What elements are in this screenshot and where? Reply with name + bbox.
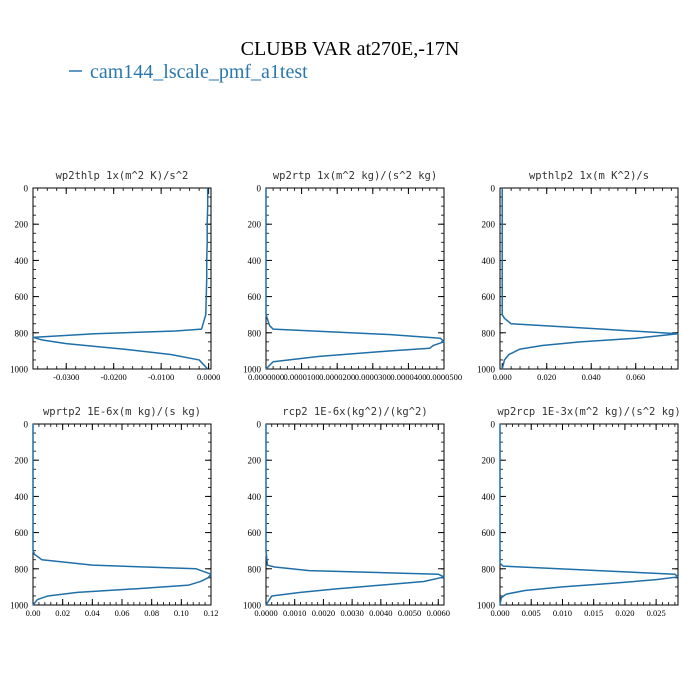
x-tick-label: 0.10 [174,608,189,618]
y-tick-label: 800 [482,564,496,574]
y-tick-label: 200 [248,220,262,230]
x-tick-label: 0.0000200 [319,372,355,382]
x-tick-label: 0.040 [582,372,601,382]
x-tick-label: 0.0050 [398,608,421,618]
y-tick-label: 400 [248,256,262,266]
y-tick-label: 800 [15,328,29,338]
x-tick-label: 0.015 [584,608,603,618]
x-tick-label: 0.0000400 [390,372,426,382]
y-tick-label: 1000 [243,601,262,611]
y-tick-label: 200 [15,220,29,230]
panel-title: wp2rcp 1E-3x(m^2 kg)/(s^2 kg) [497,406,680,418]
y-tick-label: 200 [15,456,29,466]
y-tick-label: 800 [15,564,29,574]
x-tick-label: 0.02 [55,608,70,618]
y-tick-label: 600 [482,528,496,538]
panel-1: wp2thlp 1x(m^2 K)/s^2 0 200 400 600 800 1000 -0… [10,170,220,382]
panel-title: wprtp2 1E-6x(m kg)/(s kg) [43,406,201,418]
y-tick-label: 600 [248,528,262,538]
y-tick-label: 0 [491,420,496,430]
series-line [265,188,445,370]
x-tick-label: 0.005 [522,608,541,618]
x-tick-label: 0.0040 [369,608,392,618]
x-tick-label: 0.0030 [340,608,363,618]
y-tick-label: 400 [482,492,496,502]
y-tick-label: 800 [248,328,262,338]
x-tick-label: -0.0100 [148,372,174,382]
x-tick-label: 0.000 [490,608,509,618]
x-tick-label: 0.0000000 [248,372,284,382]
x-tick-label: 0.0000 [197,372,220,382]
x-tick-label: 0.060 [626,372,645,382]
y-tick-label: 200 [482,456,496,466]
x-tick-label: 0.025 [647,608,666,618]
panel-grid: wp2thlp 1x(m^2 K)/s^2 0 200 400 600 800 1000 -0… [10,170,681,618]
series-line [32,424,212,606]
x-tick-label: 0.000 [493,372,512,382]
legend: cam144_lscale_pmf_a1test [69,61,308,83]
panel-2: wp2rtp 1x(m^2 kg)/(s^2 kg) 0 200 400 600 800 1… [243,170,462,382]
x-tick-label: 0.0020 [312,608,335,618]
x-tick-label: 0.020 [615,608,634,618]
x-tick-label: 0.06 [115,608,130,618]
panel-5: rcp2 1E-6x(kg^2)/(kg^2) 0 200 400 600 800 1000… [243,406,450,618]
y-tick-label: 0 [24,420,29,430]
panel-4: wprtp2 1E-6x(m kg)/(s kg) 0 200 400 600 800 10… [10,406,218,618]
series-line [501,188,679,370]
panel-title: wp2thlp 1x(m^2 K)/s^2 [56,170,189,182]
x-tick-label: 0.0000500 [426,372,462,382]
y-tick-label: 0 [257,420,262,430]
x-tick-label: 0.04 [85,608,101,618]
y-tick-label: 600 [248,292,262,302]
series-line [265,424,445,606]
x-tick-label: 0.0060 [427,608,450,618]
series-line [32,188,209,370]
x-tick-label: 0.12 [204,608,219,618]
panel-3: wpthlp2 1x(m K^2)/s 0 200 400 600 800 10000.00… [477,170,679,382]
y-tick-label: 800 [248,564,262,574]
y-tick-label: 400 [248,492,262,502]
y-tick-label: 800 [482,328,496,338]
figure-title: CLUBB VAR at270E,-17N [241,38,460,60]
x-tick-label: 0.020 [537,372,556,382]
y-tick-label: 0 [491,184,496,194]
x-tick-label: 0.0000100 [284,372,320,382]
y-tick-label: 0 [24,184,29,194]
panel-title: wp2rtp 1x(m^2 kg)/(s^2 kg) [273,170,437,182]
y-tick-label: 1000 [243,365,262,375]
y-tick-label: 200 [482,220,496,230]
y-tick-label: 200 [248,456,262,466]
panel-6: wp2rcp 1E-3x(m^2 kg)/(s^2 kg)0 200 400 600 8… [477,406,681,618]
y-tick-label: 1000 [10,365,29,375]
legend-label: cam144_lscale_pmf_a1test [90,61,308,83]
x-tick-label: 0.0000300 [355,372,391,382]
panel-title: rcp2 1E-6x(kg^2)/(kg^2) [282,406,427,418]
x-tick-label: -0.0200 [101,372,127,382]
y-tick-label: 1000 [10,601,29,611]
x-tick-label: 0.00 [26,608,41,618]
panel-title: wpthlp2 1x(m K^2)/s [529,170,649,182]
y-tick-label: 600 [15,292,29,302]
series-line [499,424,679,606]
y-tick-label: 1000 [477,601,496,611]
x-tick-label: 0.010 [553,608,572,618]
y-tick-label: 1000 [477,365,496,375]
y-tick-label: 400 [15,256,29,266]
y-tick-label: 600 [15,528,29,538]
x-tick-label: 0.0010 [283,608,306,618]
y-tick-label: 600 [482,292,496,302]
x-tick-label: 0.0000 [254,608,277,618]
y-tick-label: 400 [15,492,29,502]
y-tick-label: 400 [482,256,496,266]
x-tick-label: 0.08 [144,608,159,618]
y-tick-label: 0 [257,184,262,194]
x-tick-label: -0.0300 [53,372,79,382]
